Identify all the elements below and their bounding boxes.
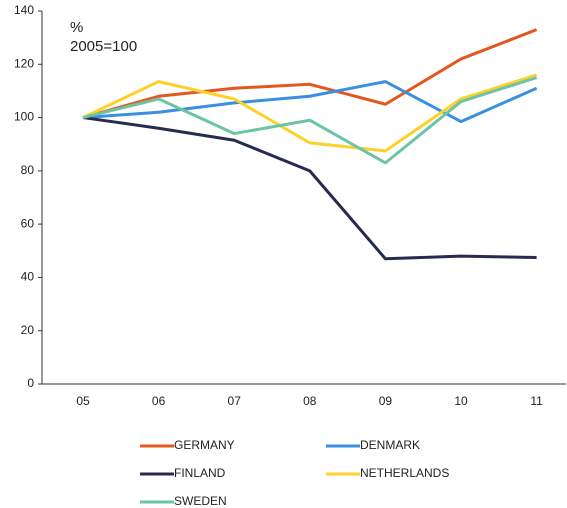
legend-label: FINLAND (174, 466, 226, 480)
y-tick-label: 140 (14, 3, 34, 17)
legend-label: GERMANY (174, 438, 235, 452)
x-tick-label: 09 (379, 394, 393, 408)
x-tick-label: 11 (530, 394, 543, 408)
x-tick-label: 07 (228, 394, 242, 408)
x-tick-label: 08 (303, 394, 317, 408)
series-line (82, 116, 537, 261)
y-tick-label: 120 (14, 56, 34, 70)
annotation: 2005=100 (70, 38, 137, 55)
series-line (82, 80, 538, 124)
series-line (82, 28, 538, 120)
legend-label: NETHERLANDS (360, 466, 449, 480)
legend-label: SWEDEN (174, 494, 227, 508)
series-line (82, 76, 538, 165)
annotation: % (70, 19, 83, 36)
series-line (82, 73, 538, 153)
x-tick-label: 10 (454, 394, 468, 408)
legend-label: DENMARK (360, 438, 420, 452)
y-tick-label: 60 (21, 216, 35, 230)
y-tick-label: 0 (27, 376, 34, 390)
y-tick-label: 100 (14, 110, 34, 124)
x-tick-label: 05 (76, 394, 90, 408)
y-tick-label: 80 (21, 163, 35, 177)
x-tick-label: 06 (152, 394, 166, 408)
y-tick-label: 20 (21, 323, 35, 337)
y-tick-label: 40 (21, 270, 35, 284)
